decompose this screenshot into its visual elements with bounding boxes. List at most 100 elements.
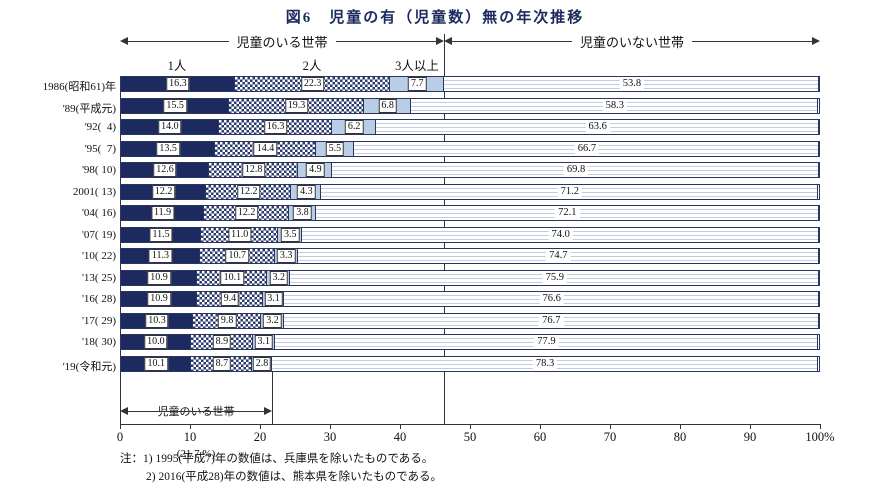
value-label: 74.0 xyxy=(548,228,573,241)
bar-row: 11.5 11.0 3.5 74.0 xyxy=(120,226,820,243)
year-label: '92( 4) xyxy=(84,121,116,133)
arrow-line xyxy=(335,40,437,42)
axis-tick-label: 100% xyxy=(805,430,835,444)
axis-tick-label: 0 xyxy=(116,430,124,444)
value-label: 10.3 xyxy=(145,313,169,328)
bar-row: 10.0 8.9 3.1 77.9 xyxy=(120,334,820,350)
year-label: '17( 29) xyxy=(81,314,116,327)
value-label: 10.7 xyxy=(225,249,249,263)
value-label: 3.5 xyxy=(281,227,300,242)
value-label: 10.0 xyxy=(144,335,168,349)
bar-row: 12.2 12.2 4.3 71.2 xyxy=(120,183,820,200)
value-label: 10.1 xyxy=(220,270,245,285)
axis-tick-label: 50 xyxy=(463,430,477,444)
value-label: 69.8 xyxy=(563,164,589,176)
bar-row: 15.5 19.3 6.8 58.3 xyxy=(120,97,820,114)
year-label: '16( 28) xyxy=(81,293,116,305)
value-label: 76.7 xyxy=(539,314,564,327)
bottom-annotation-line2: (21.7 %) xyxy=(176,448,216,460)
with-children-label: 児童のいる世帯 xyxy=(236,34,328,50)
value-label: 72.1 xyxy=(555,207,580,219)
bar-row: 13.5 14.4 5.5 66.7 xyxy=(120,140,820,157)
value-label: 22.3 xyxy=(300,77,325,91)
value-label: 6.8 xyxy=(378,98,397,113)
note-1: 注：1) 1995(平成7)年の数値は、兵庫県を除いたものである。 xyxy=(120,453,434,465)
value-label: 3.3 xyxy=(276,249,296,263)
year-label: '95( 7) xyxy=(84,142,116,155)
value-label: 8.7 xyxy=(212,356,232,371)
value-label: 15.5 xyxy=(163,98,187,113)
boundary-line-21-7pct xyxy=(272,372,273,424)
value-label: 14.4 xyxy=(253,141,278,156)
value-label: 3.1 xyxy=(264,292,283,306)
without-children-arrow: 児童のいない世帯 xyxy=(444,34,821,50)
value-label: 7.7 xyxy=(408,77,427,91)
value-label: 14.0 xyxy=(158,120,182,134)
bar-row: 10.9 10.1 3.2 75.9 xyxy=(120,269,820,286)
value-label: 9.4 xyxy=(220,292,240,306)
arrow-line xyxy=(452,40,572,42)
value-label: 58.3 xyxy=(602,99,628,112)
value-label: 12.2 xyxy=(236,184,261,199)
value-label: 74.7 xyxy=(546,250,571,262)
bottom-annotation-line1: 児童のいる世帯 xyxy=(157,406,235,418)
axis-tick xyxy=(610,424,611,429)
value-label: 3.2 xyxy=(263,313,282,328)
value-label: 9.8 xyxy=(217,313,237,328)
value-label: 76.6 xyxy=(539,293,564,305)
column-header-one-child: 1人 xyxy=(167,59,187,73)
bar-row: 10.1 8.7 2.8 78.3 xyxy=(120,355,820,372)
axis-tick xyxy=(680,424,681,429)
arrow-line xyxy=(128,410,264,412)
axis-tick xyxy=(330,424,331,429)
arrow-line xyxy=(692,40,813,42)
value-label: 11.5 xyxy=(149,227,173,242)
value-label: 4.3 xyxy=(297,184,316,199)
bar-row: 16.3 22.3 7.7 53.8 xyxy=(120,76,820,92)
year-label: '89(平成元) xyxy=(62,102,116,115)
value-label: 75.9 xyxy=(542,271,567,284)
value-label: 16.3 xyxy=(166,77,190,91)
year-label: '98( 10) xyxy=(81,164,116,176)
year-label: '07( 19) xyxy=(81,228,116,241)
axis-tick-label: 10 xyxy=(183,430,197,444)
arrow-left-icon xyxy=(444,37,452,45)
arrow-left-icon xyxy=(120,37,128,45)
column-header-two-children: 2人 xyxy=(302,59,322,73)
axis-tick xyxy=(260,424,261,429)
arrow-right-icon xyxy=(812,37,821,45)
value-label: 11.0 xyxy=(228,227,252,242)
column-header-three-plus: 3人以上 xyxy=(395,59,439,73)
chart-title: 図6 児童の有（児童数）無の年次推移 xyxy=(285,10,585,26)
bottom-arrow xyxy=(120,404,272,418)
year-label: '04( 16) xyxy=(81,207,116,219)
bar-row: 11.3 10.7 3.3 74.7 xyxy=(120,248,820,264)
arrow-right-icon xyxy=(264,407,272,415)
axis-tick-label: 60 xyxy=(533,430,547,444)
value-label: 63.6 xyxy=(585,121,610,133)
axis-tick-label: 90 xyxy=(743,430,757,444)
axis-tick xyxy=(820,424,821,429)
axis-tick-label: 30 xyxy=(323,430,337,444)
arrow-right-icon xyxy=(436,37,445,45)
value-label: 12.2 xyxy=(234,206,259,220)
note-2: 2) 2016(平成28)年の数値は、熊本県を除いたものである。 xyxy=(146,471,442,483)
axis-tick xyxy=(470,424,471,429)
year-label: 1986(昭和61)年 xyxy=(42,81,116,93)
value-label: 13.5 xyxy=(156,141,180,156)
value-label: 12.6 xyxy=(153,163,177,177)
bar-row: 10.3 9.8 3.2 76.7 xyxy=(120,312,820,329)
value-label: 10.9 xyxy=(147,270,171,285)
value-label: 2.8 xyxy=(252,356,272,371)
value-label: 4.9 xyxy=(306,163,325,177)
value-label: 53.8 xyxy=(619,78,645,90)
without-children-label: 児童のいない世帯 xyxy=(580,34,685,50)
value-label: 5.5 xyxy=(325,141,345,156)
bar-row: 14.0 16.3 6.2 63.6 xyxy=(120,119,820,135)
value-label: 66.7 xyxy=(574,142,600,155)
bottom-annotation: 児童のいる世帯 (21.7 %) xyxy=(120,377,272,489)
axis-tick xyxy=(750,424,751,429)
value-label: 12.8 xyxy=(241,163,266,177)
with-children-arrow: 児童のいる世帯 xyxy=(120,34,445,50)
